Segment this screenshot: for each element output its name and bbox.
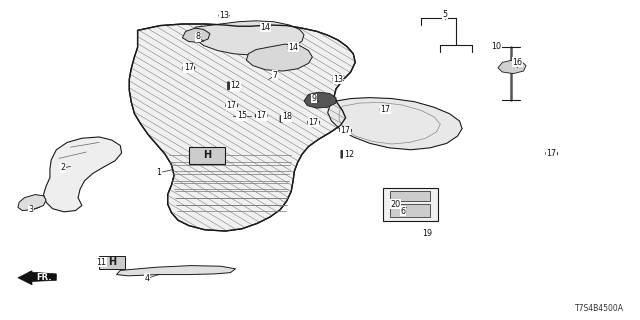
Circle shape: [340, 128, 351, 133]
Polygon shape: [280, 116, 290, 122]
Polygon shape: [390, 204, 430, 217]
Circle shape: [333, 77, 343, 82]
Text: 4: 4: [145, 274, 150, 283]
Text: 15: 15: [237, 111, 247, 120]
Text: 7: 7: [273, 71, 278, 80]
Text: 5: 5: [442, 10, 447, 19]
Polygon shape: [246, 44, 312, 71]
Text: 17: 17: [340, 126, 351, 135]
Circle shape: [380, 107, 390, 112]
Polygon shape: [18, 195, 46, 211]
Polygon shape: [383, 188, 438, 221]
Text: 13: 13: [333, 75, 343, 84]
Text: 12: 12: [230, 81, 241, 90]
Text: H: H: [108, 257, 116, 268]
Polygon shape: [29, 272, 56, 282]
Polygon shape: [498, 60, 526, 74]
Polygon shape: [304, 92, 336, 108]
Text: 12: 12: [344, 150, 354, 159]
Circle shape: [546, 151, 557, 156]
Text: 1: 1: [156, 168, 161, 177]
Text: 2: 2: [60, 164, 65, 172]
Text: 13: 13: [219, 12, 229, 20]
Polygon shape: [18, 271, 32, 285]
Text: 18: 18: [282, 112, 292, 121]
Polygon shape: [189, 147, 225, 164]
Text: 8: 8: [196, 32, 201, 41]
Polygon shape: [116, 266, 236, 276]
Text: 9: 9: [311, 94, 316, 103]
Text: 17: 17: [184, 63, 194, 72]
Text: 14: 14: [260, 23, 271, 32]
Circle shape: [226, 103, 237, 108]
Polygon shape: [44, 137, 122, 212]
Circle shape: [183, 65, 195, 71]
Text: 20: 20: [390, 200, 401, 209]
Circle shape: [260, 25, 271, 30]
Polygon shape: [341, 150, 353, 158]
Text: H: H: [203, 150, 211, 160]
Text: 17: 17: [256, 111, 266, 120]
Text: FR.: FR.: [36, 273, 51, 282]
Polygon shape: [192, 21, 304, 55]
Polygon shape: [182, 28, 210, 42]
Polygon shape: [390, 191, 430, 201]
Text: 17: 17: [308, 118, 319, 127]
Polygon shape: [328, 98, 462, 150]
Text: 16: 16: [512, 58, 522, 67]
Circle shape: [288, 45, 298, 50]
Polygon shape: [129, 24, 355, 231]
Circle shape: [308, 119, 319, 125]
Circle shape: [255, 113, 267, 119]
Polygon shape: [99, 256, 125, 269]
Text: 11: 11: [96, 258, 106, 267]
Polygon shape: [228, 82, 239, 90]
Text: 6: 6: [401, 207, 406, 216]
Text: 17: 17: [547, 149, 557, 158]
Text: 14: 14: [288, 43, 298, 52]
Text: 17: 17: [380, 105, 390, 114]
Text: 3: 3: [28, 205, 33, 214]
Circle shape: [219, 13, 229, 19]
Text: 10: 10: [491, 42, 501, 51]
Text: 17: 17: [227, 101, 237, 110]
Text: T7S4B4500A: T7S4B4500A: [575, 304, 624, 313]
Text: 19: 19: [422, 229, 433, 238]
